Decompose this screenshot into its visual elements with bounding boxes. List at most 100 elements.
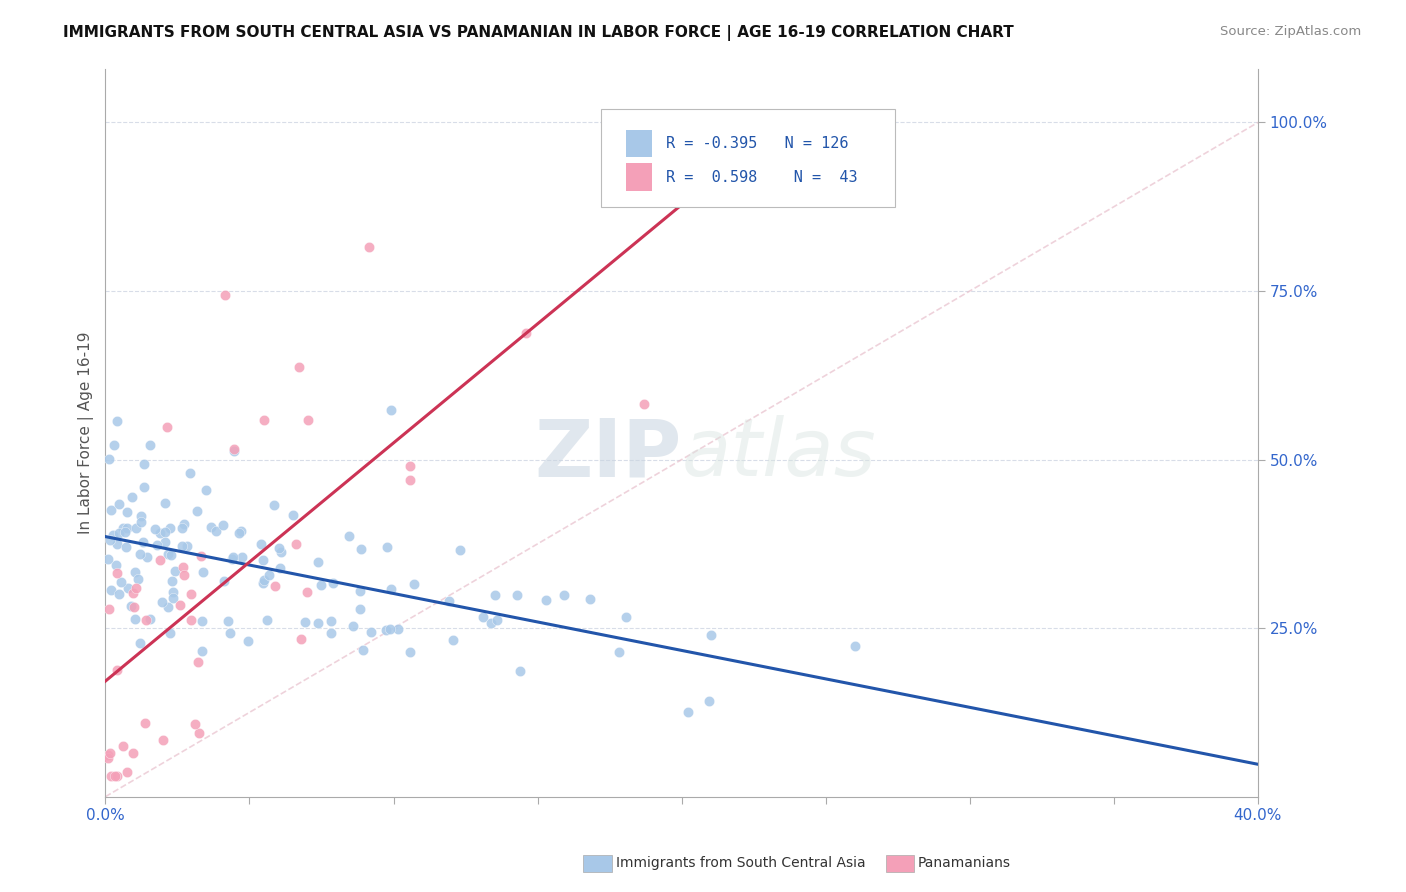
Point xyxy=(114,540,136,554)
Point xyxy=(337,529,360,543)
Point xyxy=(284,537,307,551)
Point xyxy=(553,588,575,602)
Point xyxy=(139,612,162,626)
Point xyxy=(159,548,181,562)
Y-axis label: In Labor Force | Age 16-19: In Labor Force | Age 16-19 xyxy=(79,331,94,533)
Text: ZIP: ZIP xyxy=(534,416,682,493)
Text: Source: ZipAtlas.com: Source: ZipAtlas.com xyxy=(1220,25,1361,38)
Point xyxy=(112,521,135,535)
Point xyxy=(98,602,121,616)
Point xyxy=(117,521,139,535)
Point xyxy=(98,746,121,760)
Point xyxy=(103,438,125,452)
Point xyxy=(222,442,245,457)
Point xyxy=(121,746,143,760)
Point xyxy=(157,547,180,561)
Point xyxy=(191,565,214,579)
FancyBboxPatch shape xyxy=(626,163,652,191)
Point xyxy=(515,326,537,341)
Point xyxy=(153,496,176,510)
Point xyxy=(112,739,135,754)
Point xyxy=(132,480,155,494)
Point xyxy=(159,521,181,535)
Point xyxy=(100,769,122,783)
Point xyxy=(374,623,396,637)
Point xyxy=(173,517,195,532)
Point xyxy=(114,525,136,540)
Point xyxy=(105,769,128,783)
Point xyxy=(471,610,494,624)
Point xyxy=(100,582,122,597)
Point xyxy=(399,473,422,487)
Point xyxy=(311,578,333,592)
Point xyxy=(125,521,148,535)
Point xyxy=(98,451,121,466)
Point xyxy=(115,764,138,779)
Point xyxy=(98,533,121,547)
Point xyxy=(633,397,655,411)
Point xyxy=(149,526,172,541)
Point xyxy=(132,457,155,471)
Point xyxy=(176,539,198,553)
Point xyxy=(97,747,120,762)
Point xyxy=(288,360,311,375)
Point xyxy=(157,600,180,615)
Point xyxy=(107,497,129,511)
Point xyxy=(160,574,183,588)
Point xyxy=(129,508,152,523)
Point xyxy=(479,615,502,630)
FancyBboxPatch shape xyxy=(600,109,894,207)
Point xyxy=(352,643,374,657)
Point xyxy=(149,553,172,567)
Point xyxy=(125,581,148,595)
Point xyxy=(170,521,193,535)
Point xyxy=(184,717,207,731)
Text: IMMIGRANTS FROM SOUTH CENTRAL ASIA VS PANAMANIAN IN LABOR FORCE | AGE 16-19 CORR: IMMIGRANTS FROM SOUTH CENTRAL ASIA VS PA… xyxy=(63,25,1014,41)
Point xyxy=(173,568,195,582)
Point xyxy=(380,582,402,596)
Point xyxy=(441,632,464,647)
Point xyxy=(222,550,245,565)
Point xyxy=(269,560,291,574)
Point xyxy=(263,498,285,512)
Point xyxy=(257,567,280,582)
Point xyxy=(249,537,271,551)
Point xyxy=(609,645,631,659)
Point xyxy=(387,622,409,636)
Point xyxy=(342,619,364,633)
Point xyxy=(103,527,125,541)
Point xyxy=(194,483,217,497)
Point xyxy=(162,584,184,599)
Point xyxy=(186,503,208,517)
Point xyxy=(219,626,242,640)
Point xyxy=(700,627,723,641)
Point xyxy=(187,726,209,740)
FancyBboxPatch shape xyxy=(626,129,652,157)
Point xyxy=(153,535,176,549)
Point xyxy=(104,558,127,572)
Point xyxy=(129,515,152,529)
Point xyxy=(290,632,312,647)
Point xyxy=(485,613,508,627)
Point xyxy=(105,663,128,677)
Point xyxy=(155,419,177,434)
Text: R =  0.598    N =  43: R = 0.598 N = 43 xyxy=(665,169,858,185)
Point xyxy=(152,595,174,609)
Point xyxy=(484,588,506,602)
Point xyxy=(120,599,142,614)
Point xyxy=(134,715,156,730)
Point xyxy=(231,549,253,564)
Point xyxy=(307,555,329,569)
Point xyxy=(399,645,422,659)
Point xyxy=(100,502,122,516)
Text: Panamanians: Panamanians xyxy=(918,856,1011,871)
Point xyxy=(159,626,181,640)
Point xyxy=(399,458,422,473)
Point xyxy=(614,610,637,624)
Point xyxy=(179,466,201,480)
Point xyxy=(297,413,319,427)
Point xyxy=(222,444,245,458)
Point xyxy=(844,639,866,653)
Point xyxy=(115,504,138,518)
Point xyxy=(263,579,285,593)
